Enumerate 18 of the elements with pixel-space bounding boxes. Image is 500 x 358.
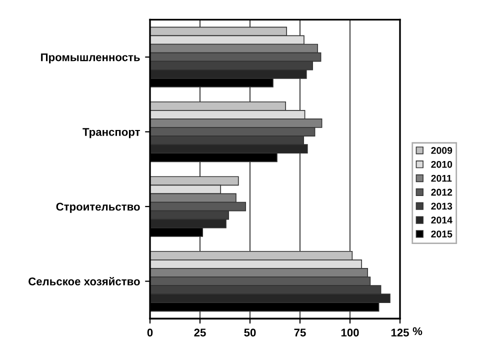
- legend-label: 2013: [431, 202, 452, 210]
- legend-label: 2014: [431, 216, 452, 224]
- y-tick-label: Строительство: [56, 202, 140, 213]
- legend-label: 2015: [431, 230, 452, 238]
- legend-label: 2012: [431, 188, 452, 196]
- x-tick-label: 25: [194, 328, 206, 337]
- legend-label: 2010: [431, 160, 452, 168]
- x-tick-label: 0: [147, 328, 153, 337]
- x-tick-label: 100: [341, 328, 359, 337]
- x-axis-title: %: [412, 327, 422, 336]
- y-tick-label: Транспорт: [82, 128, 140, 138]
- legend-label: 2009: [431, 147, 452, 154]
- x-tick-label: 50: [244, 328, 256, 337]
- legend-label: 2011: [431, 174, 452, 182]
- y-tick-label: Промышленность: [41, 53, 140, 64]
- x-tick-label: 125: [391, 328, 409, 337]
- y-tick-label: Сельское хозяйство: [28, 277, 140, 286]
- x-tick-label: 75: [294, 328, 306, 337]
